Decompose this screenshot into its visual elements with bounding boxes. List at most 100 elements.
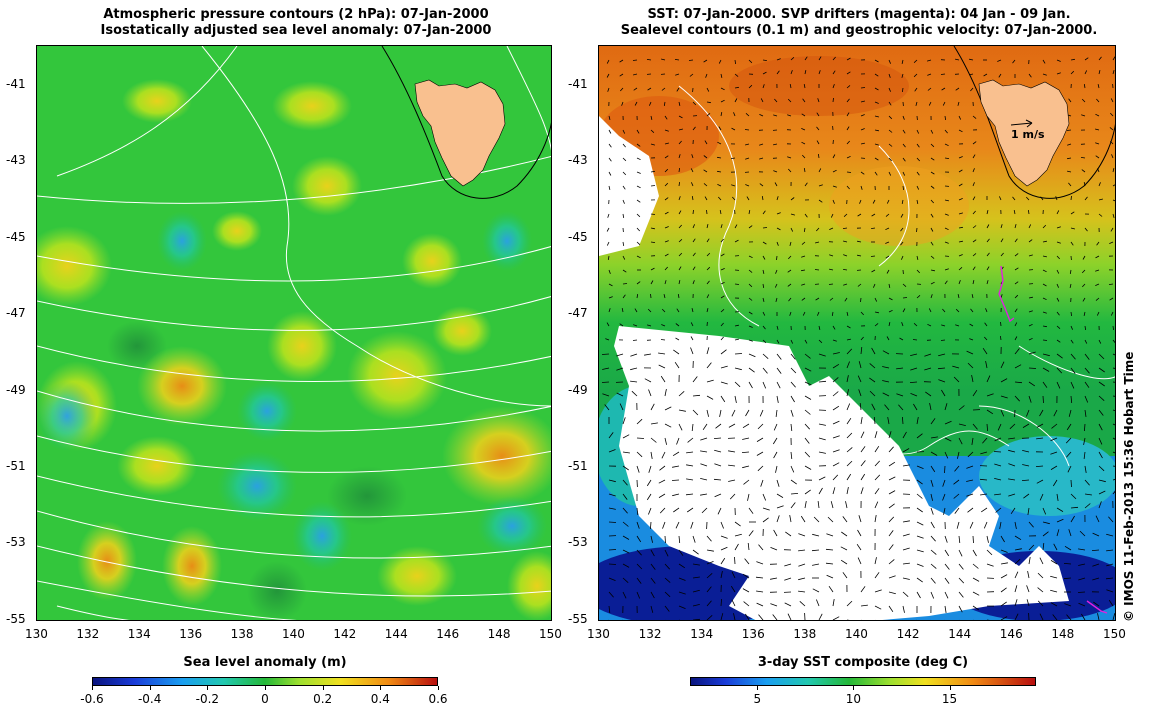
velocity-vector [731, 571, 736, 579]
velocity-vector [958, 254, 963, 257]
velocity-vector [959, 619, 960, 620]
velocity-vector [787, 613, 792, 620]
velocity-vector [1042, 325, 1047, 328]
velocity-vector [664, 549, 669, 557]
velocity-vector [773, 451, 778, 459]
velocity-vector [818, 325, 821, 330]
velocity-vector [944, 563, 950, 570]
velocity-vector [622, 417, 626, 425]
velocity-vector [733, 112, 736, 117]
velocity-vector [692, 589, 700, 593]
right-lon-tick-144: 144 [948, 627, 972, 641]
velocity-vector [762, 227, 768, 229]
velocity-vector [608, 269, 611, 274]
velocity-vector [622, 241, 625, 246]
sst-map-panel[interactable]: 1 m/s [598, 45, 1116, 621]
sla-colorbar-tick-label: -0.6 [80, 692, 104, 706]
velocity-vector [601, 381, 610, 383]
sst-colorbar-tick-label: 10 [845, 692, 862, 706]
velocity-vector [860, 114, 865, 117]
velocity-vector [621, 101, 624, 106]
velocity-vector [1098, 353, 1105, 360]
velocity-vector [1056, 493, 1059, 501]
velocity-vector [1110, 112, 1114, 117]
velocity-vector [846, 126, 850, 131]
velocity-vector [1112, 184, 1115, 187]
velocity-vector [958, 212, 964, 215]
velocity-vector [871, 227, 876, 229]
velocity-vector [1070, 211, 1075, 215]
velocity-vector [748, 530, 754, 537]
velocity-vector [944, 268, 949, 271]
velocity-vector [646, 59, 652, 61]
velocity-vector [622, 535, 630, 540]
velocity-vector [686, 464, 694, 467]
velocity-vector [661, 451, 666, 459]
sla-colorbar-tick-label: 0.6 [428, 692, 448, 706]
velocity-vector [832, 474, 839, 481]
velocity-vector [1112, 381, 1115, 383]
velocity-vector [859, 199, 862, 204]
velocity-vector [776, 227, 781, 231]
velocity-vector [972, 266, 976, 271]
velocity-vector [650, 437, 657, 443]
velocity-vector [825, 562, 834, 565]
velocity-vector [1039, 493, 1044, 501]
velocity-vector [874, 445, 880, 453]
velocity-vector [804, 353, 811, 359]
velocity-vector [1014, 348, 1020, 355]
velocity-vector [1091, 549, 1100, 551]
velocity-vector [860, 297, 862, 303]
velocity-vector [888, 101, 892, 106]
velocity-vector [648, 507, 652, 515]
velocity-vector [1081, 269, 1086, 274]
velocity-vector [829, 254, 834, 257]
velocity-vector [860, 128, 865, 131]
velocity-vector [692, 209, 694, 215]
velocity-vector [882, 380, 890, 383]
velocity-vector [1098, 465, 1105, 472]
velocity-vector [661, 58, 666, 61]
sla-colorbar-tick-label: -0.4 [137, 692, 162, 706]
sla-map-panel[interactable] [36, 45, 552, 621]
velocity-vector [1070, 506, 1079, 509]
velocity-vector [967, 362, 974, 369]
velocity-vector [1112, 339, 1115, 344]
velocity-vector [816, 227, 820, 232]
velocity-vector [888, 129, 893, 133]
velocity-vector [1108, 283, 1114, 285]
velocity-vector [994, 478, 1002, 481]
velocity-vector [958, 535, 961, 544]
velocity-vector [846, 171, 852, 173]
velocity-vector [924, 367, 932, 371]
left-title: Atmospheric pressure contours (2 hPa): 0… [36, 7, 556, 39]
velocity-vector [1112, 423, 1115, 426]
velocity-vector [742, 437, 750, 440]
velocity-vector [1070, 70, 1075, 75]
velocity-vector [801, 128, 806, 131]
velocity-vector [840, 546, 848, 551]
velocity-vector [1014, 613, 1019, 620]
velocity-vector [731, 599, 736, 607]
velocity-vector [762, 367, 768, 374]
velocity-vector [958, 605, 963, 613]
velocity-vector [658, 352, 666, 355]
velocity-vector [958, 240, 963, 243]
velocity-vector [966, 493, 974, 497]
velocity-vector [1081, 613, 1086, 620]
velocity-vector [941, 389, 946, 397]
velocity-vector [790, 353, 796, 360]
velocity-vector [916, 185, 920, 190]
velocity-vector [860, 142, 865, 145]
velocity-vector [664, 211, 669, 215]
velocity-vector [703, 169, 708, 173]
velocity-vector [720, 268, 725, 271]
velocity-vector [790, 197, 795, 201]
velocity-vector [812, 563, 820, 566]
velocity-vector [944, 143, 949, 147]
velocity-vector [608, 479, 616, 483]
velocity-vector [846, 338, 851, 341]
velocity-vector [1084, 493, 1092, 496]
velocity-vector [1000, 587, 1007, 593]
velocity-vector [704, 196, 708, 201]
